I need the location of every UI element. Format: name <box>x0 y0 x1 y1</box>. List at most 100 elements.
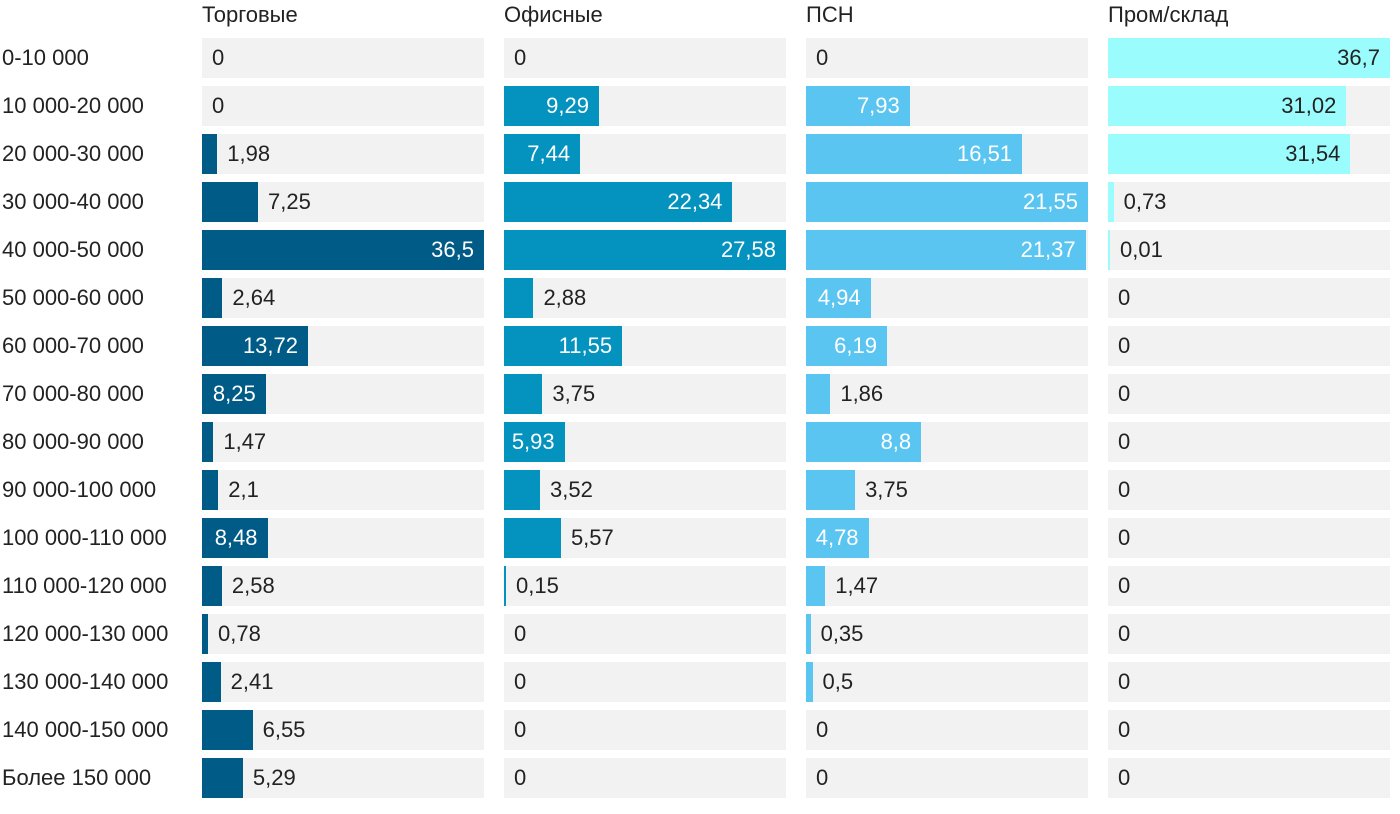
category-label: 120 000-130 000 <box>2 621 169 646</box>
bar-track: 0,35 <box>806 614 1088 654</box>
bar-track: 0 <box>806 758 1088 798</box>
value-label: 36,5 <box>431 237 474 262</box>
bar-track: 0 <box>1108 374 1390 414</box>
category-label: 0-10 000 <box>2 45 89 70</box>
value-label: 27,58 <box>720 237 776 262</box>
value-label: 0 <box>212 45 225 70</box>
bar <box>504 86 599 126</box>
bar-track: 0,73 <box>1108 182 1390 222</box>
bar-track: 2,88 <box>504 278 786 318</box>
category-label: Более 150 000 <box>2 765 152 790</box>
bar <box>504 326 623 366</box>
bar-track: 9,29 <box>504 86 786 126</box>
value-label: 0,01 <box>1120 237 1163 262</box>
category-label: 10 000-20 000 <box>2 93 144 118</box>
value-label: 2,41 <box>230 669 274 694</box>
category-label: 70 000-80 000 <box>2 381 144 406</box>
bar-track: 2,64 <box>202 278 484 318</box>
bar <box>1108 38 1390 78</box>
bar <box>806 662 813 702</box>
bar <box>202 230 484 270</box>
value-label: 0 <box>1118 429 1131 454</box>
value-label: 0,73 <box>1123 189 1167 214</box>
value-label: 6,55 <box>262 717 306 742</box>
value-label: 0,15 <box>516 573 559 598</box>
value-label: 1,98 <box>227 141 271 166</box>
bar <box>806 422 922 462</box>
value-label: 31,02 <box>1281 93 1337 118</box>
bar-track: 3,52 <box>504 470 786 510</box>
value-label: 0 <box>514 717 527 742</box>
bar <box>202 182 258 222</box>
bar-track: 31,02 <box>1108 86 1390 126</box>
panel-title: Офисные <box>504 2 603 27</box>
bar-track: 0 <box>202 38 484 78</box>
bar-track: 0 <box>202 86 484 126</box>
value-label: 21,37 <box>1020 237 1076 262</box>
bar-track: 0 <box>1108 614 1390 654</box>
bar <box>504 374 543 414</box>
bar <box>806 614 811 654</box>
bar <box>504 518 561 558</box>
value-label: 0 <box>816 765 829 790</box>
bar-track: 7,25 <box>202 182 484 222</box>
bar-track: 0,78 <box>202 614 484 654</box>
bar-track: 0 <box>504 758 786 798</box>
bar <box>806 134 1023 174</box>
category-label: 30 000-40 000 <box>2 189 144 214</box>
bar <box>806 566 826 606</box>
value-label: 0,5 <box>822 669 854 694</box>
value-label: 5,29 <box>252 765 296 790</box>
value-label: 0 <box>1118 621 1131 646</box>
value-label: 0 <box>1118 573 1131 598</box>
value-label: 8,25 <box>212 381 256 406</box>
category-label: 20 000-30 000 <box>2 141 144 166</box>
bar-track: 7,93 <box>806 86 1088 126</box>
bar <box>504 278 534 318</box>
bar-track: 4,78 <box>806 518 1088 558</box>
bar-track: 0 <box>806 38 1088 78</box>
bar-track: 31,54 <box>1108 134 1390 174</box>
bar-track: 0 <box>806 710 1088 750</box>
bar <box>202 374 266 414</box>
bar-track: 21,55 <box>806 182 1088 222</box>
category-label: 140 000-150 000 <box>2 717 169 742</box>
bar <box>504 470 540 510</box>
panel-title: ПСН <box>806 2 854 27</box>
value-label: 0 <box>1118 285 1131 310</box>
value-label: 22,34 <box>667 189 723 214</box>
bar-track: 0 <box>1108 758 1390 798</box>
bar-track: 27,58 <box>504 230 786 270</box>
bar-track: 8,25 <box>202 374 484 414</box>
value-label: 4,94 <box>817 285 861 310</box>
value-label: 0 <box>1118 765 1131 790</box>
bar <box>806 182 1088 222</box>
bar <box>1108 230 1110 270</box>
value-label: 0 <box>1118 669 1131 694</box>
value-label: 0 <box>1118 333 1131 358</box>
value-label: 1,47 <box>223 429 267 454</box>
bar-track: 0 <box>504 614 786 654</box>
value-label: 31,54 <box>1285 141 1341 166</box>
category-label: 110 000-120 000 <box>2 573 167 598</box>
bar <box>202 518 268 558</box>
bar-track: 8,48 <box>202 518 484 558</box>
bar <box>202 662 221 702</box>
bar-track: 3,75 <box>504 374 786 414</box>
bar <box>806 518 869 558</box>
bar-track: 11,55 <box>504 326 786 366</box>
value-label: 0 <box>514 669 527 694</box>
value-label: 0 <box>1118 717 1131 742</box>
bar <box>806 278 871 318</box>
bar-track: 0 <box>1108 566 1390 606</box>
bar-track: 13,72 <box>202 326 484 366</box>
bar-track: 1,98 <box>202 134 484 174</box>
value-label: 3,52 <box>549 477 593 502</box>
value-label: 4,78 <box>815 525 859 550</box>
category-label: 130 000-140 000 <box>2 669 169 694</box>
value-label: 11,55 <box>558 333 613 358</box>
bar <box>202 134 218 174</box>
bar <box>806 230 1086 270</box>
bar-track: 0,15 <box>504 566 786 606</box>
